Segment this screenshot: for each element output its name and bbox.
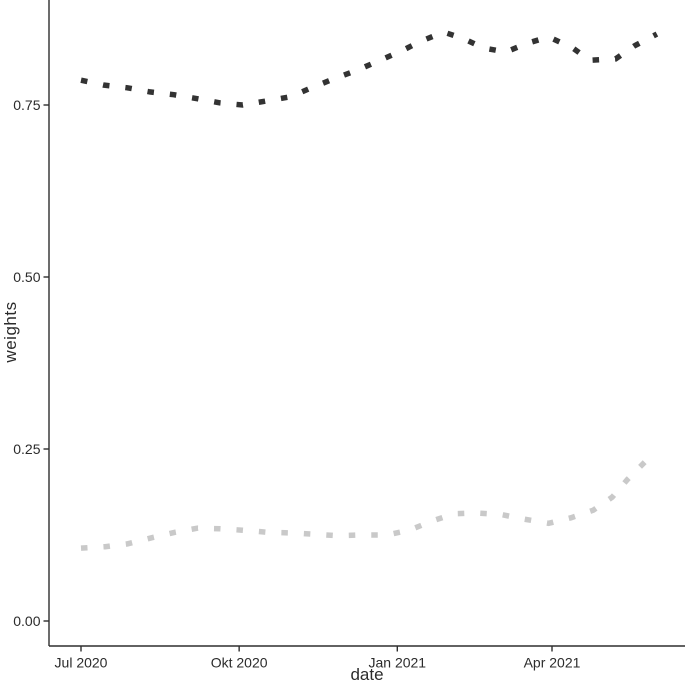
series-dark-line [80,29,659,108]
x-tick-label: Jan 2021 [368,655,426,671]
x-tick-label: Apr 2021 [524,655,581,671]
series-light-line [80,460,647,551]
x-tick-label: Okt 2020 [211,655,268,671]
y-tick-label: 0.00 [13,613,40,629]
y-tick-label: 0.75 [13,97,40,113]
x-axis-title: date [350,665,384,682]
y-axis-title: weights [1,301,20,363]
x-tick-label: Jul 2020 [55,655,108,671]
y-tick-label: 0.50 [13,269,40,285]
y-tick-label: 0.25 [13,441,40,457]
